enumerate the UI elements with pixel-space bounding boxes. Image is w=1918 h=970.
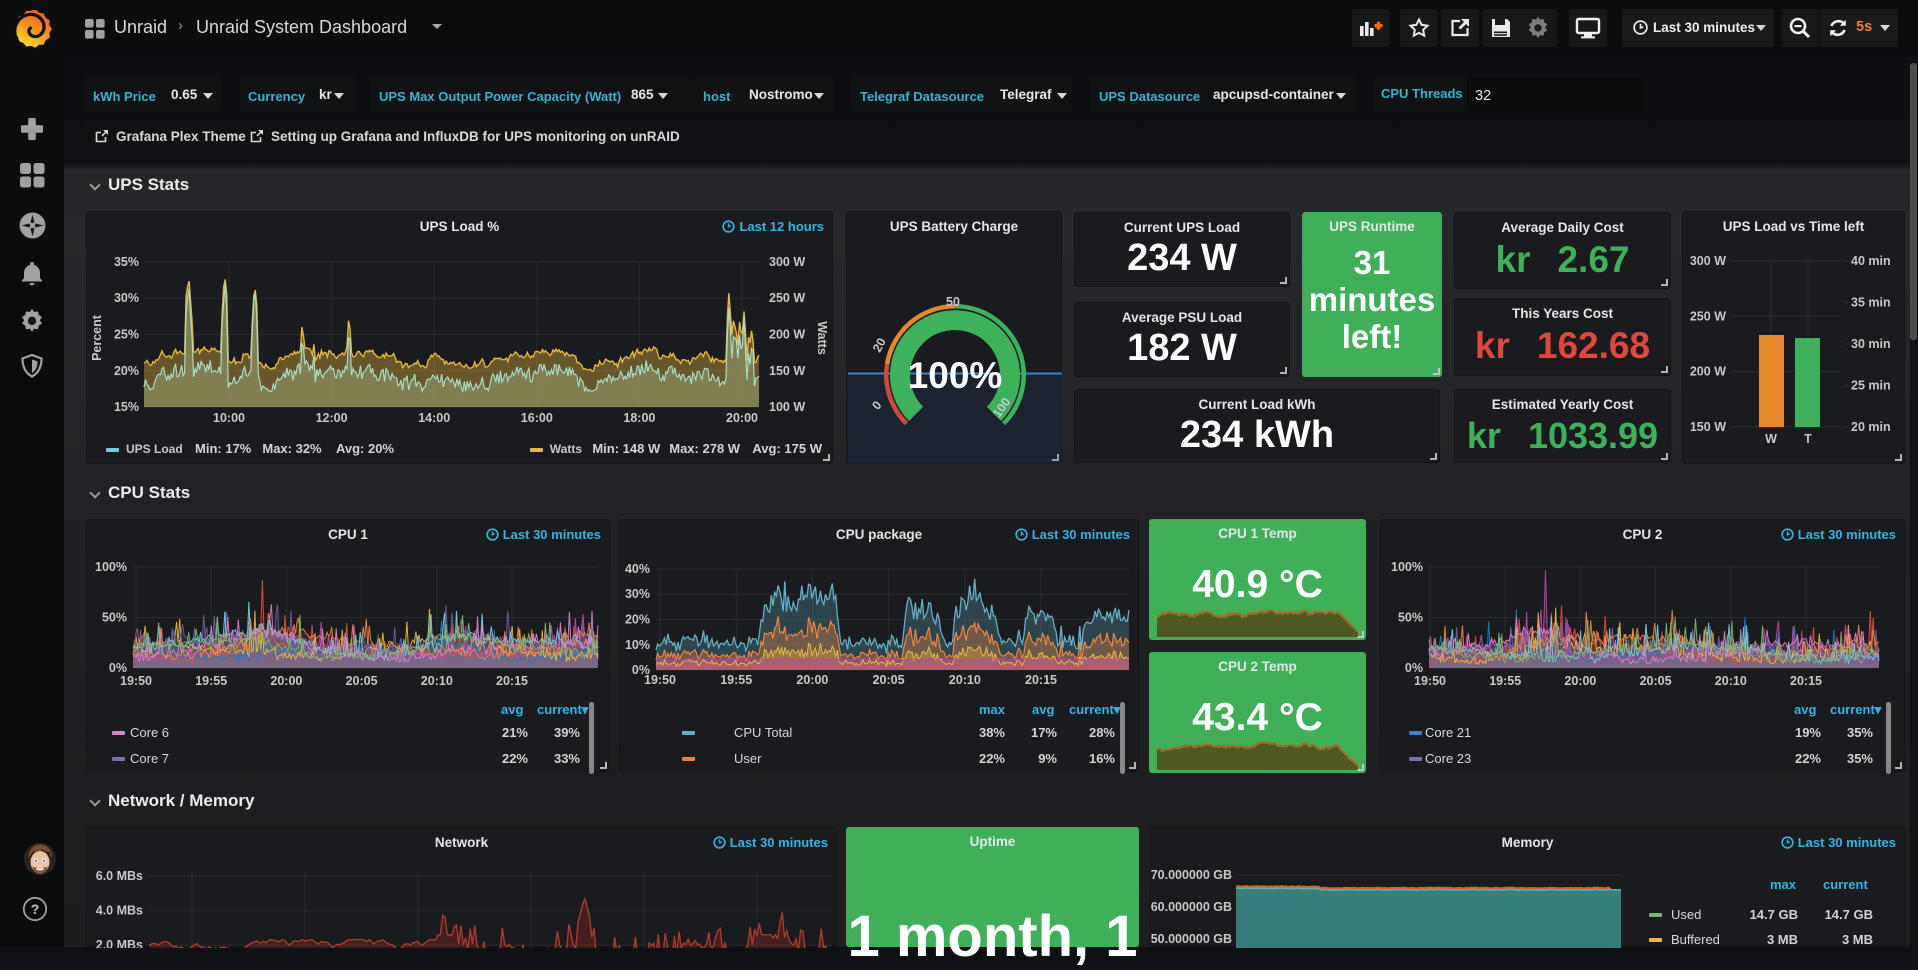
svg-text:6.0 MBs: 6.0 MBs	[96, 869, 143, 883]
svg-text:35%: 35%	[114, 255, 139, 269]
svg-text:T: T	[1804, 432, 1812, 446]
svg-text:19:55: 19:55	[720, 673, 752, 687]
svg-text:200 W: 200 W	[1690, 365, 1726, 379]
svg-text:20:00: 20:00	[726, 411, 758, 425]
svg-text:W: W	[1765, 432, 1777, 446]
svg-text:Watts: Watts	[815, 321, 829, 355]
svg-text:100%: 100%	[95, 560, 127, 574]
svg-text:100 W: 100 W	[769, 400, 805, 414]
svg-text:50: 50	[946, 295, 960, 309]
svg-text:Percent: Percent	[90, 314, 104, 361]
svg-text:30%: 30%	[114, 291, 139, 305]
svg-text:20:15: 20:15	[496, 674, 528, 688]
svg-text:25%: 25%	[114, 328, 139, 342]
svg-text:18:00: 18:00	[623, 411, 655, 425]
svg-text:19:55: 19:55	[1489, 674, 1521, 688]
svg-text:150 W: 150 W	[769, 364, 805, 378]
svg-text:10%: 10%	[625, 638, 650, 652]
svg-text:12:00: 12:00	[316, 411, 348, 425]
svg-text:25 min: 25 min	[1851, 379, 1891, 393]
svg-text:20:10: 20:10	[1715, 674, 1747, 688]
svg-text:30 min: 30 min	[1851, 337, 1891, 351]
svg-text:10:00: 10:00	[213, 411, 245, 425]
svg-text:0%: 0%	[632, 663, 650, 677]
svg-text:0%: 0%	[1405, 661, 1423, 675]
svg-text:40 min: 40 min	[1851, 254, 1891, 268]
svg-text:60.000000 GB: 60.000000 GB	[1151, 900, 1232, 914]
svg-text:20:15: 20:15	[1790, 674, 1822, 688]
svg-text:20 min: 20 min	[1851, 420, 1891, 434]
svg-text:20:00: 20:00	[1564, 674, 1596, 688]
svg-text:4.0 MBs: 4.0 MBs	[96, 904, 143, 918]
svg-text:14:00: 14:00	[418, 411, 450, 425]
svg-text:50%: 50%	[1398, 611, 1423, 625]
svg-text:250 W: 250 W	[1690, 309, 1726, 323]
svg-text:250 W: 250 W	[769, 291, 805, 305]
svg-text:50%: 50%	[102, 611, 127, 625]
svg-text:35 min: 35 min	[1851, 296, 1891, 310]
svg-text:20: 20	[870, 336, 889, 355]
svg-text:50.000000 GB: 50.000000 GB	[1151, 932, 1232, 946]
svg-text:20:10: 20:10	[421, 674, 453, 688]
svg-text:20%: 20%	[114, 364, 139, 378]
svg-text:20:05: 20:05	[1640, 674, 1672, 688]
svg-text:20:00: 20:00	[796, 673, 828, 687]
svg-text:19:50: 19:50	[120, 674, 152, 688]
svg-text:40%: 40%	[625, 562, 650, 576]
svg-text:300 W: 300 W	[1690, 254, 1726, 268]
svg-text:19:50: 19:50	[644, 673, 676, 687]
svg-text:20:00: 20:00	[270, 674, 302, 688]
svg-text:0%: 0%	[109, 661, 127, 675]
svg-text:20:10: 20:10	[949, 673, 981, 687]
svg-text:19:55: 19:55	[195, 674, 227, 688]
svg-text:30%: 30%	[625, 587, 650, 601]
svg-text:300 W: 300 W	[769, 255, 805, 269]
svg-text:?: ?	[31, 901, 40, 917]
svg-text:70.000000 GB: 70.000000 GB	[1151, 868, 1232, 882]
svg-text:150 W: 150 W	[1690, 420, 1726, 434]
svg-text:20%: 20%	[625, 613, 650, 627]
svg-text:100%: 100%	[908, 355, 1003, 396]
svg-text:20:15: 20:15	[1025, 673, 1057, 687]
svg-text:100%: 100%	[1391, 560, 1423, 574]
svg-text:20:05: 20:05	[346, 674, 378, 688]
svg-text:19:50: 19:50	[1414, 674, 1446, 688]
svg-text:16:00: 16:00	[521, 411, 553, 425]
svg-text:2.0 MBs: 2.0 MBs	[96, 938, 143, 948]
svg-text:200 W: 200 W	[769, 328, 805, 342]
svg-text:15%: 15%	[114, 400, 139, 414]
svg-text:20:05: 20:05	[873, 673, 905, 687]
